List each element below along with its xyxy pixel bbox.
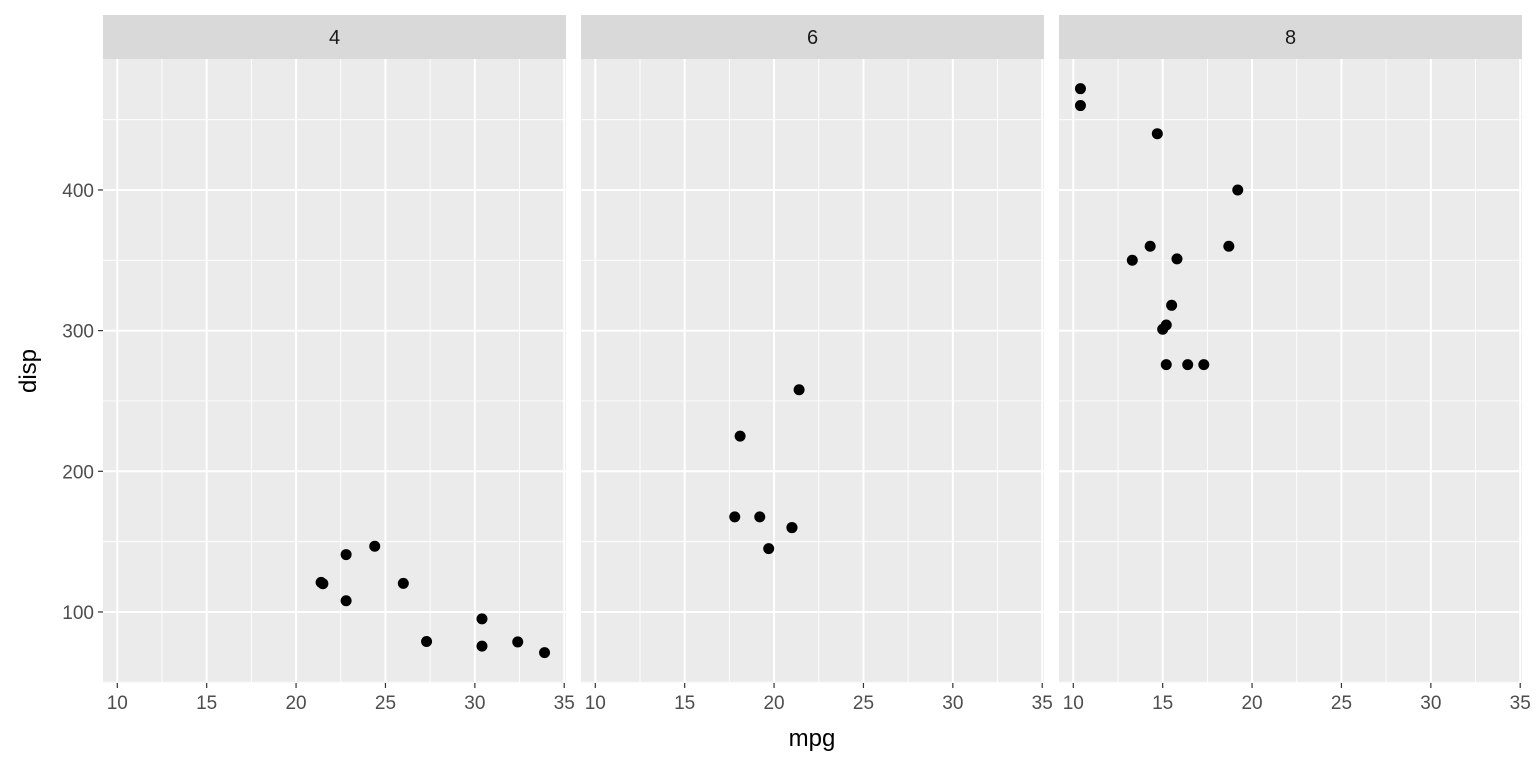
data-point (315, 576, 327, 588)
y-tick-label: 300 (62, 322, 94, 343)
data-point (1151, 128, 1163, 140)
x-tick-label: 20 (763, 693, 784, 714)
x-tick-label: 20 (1241, 693, 1262, 714)
x-tick-label: 25 (853, 693, 874, 714)
data-point (1144, 240, 1156, 252)
x-tick-label: 30 (942, 693, 963, 714)
panel-background (1059, 59, 1522, 683)
data-point (763, 543, 775, 555)
x-tick-label: 35 (554, 693, 575, 714)
data-point (1074, 100, 1086, 112)
y-tick-label: 100 (62, 603, 94, 624)
facet-panel-6: 6 10 15 20 25 30 35 (581, 15, 1053, 714)
x-tick-label: 10 (1063, 693, 1084, 714)
facet-strip-label: 6 (807, 27, 818, 49)
x-tick-label: 15 (196, 693, 217, 714)
facet-panel-8: 8 10 15 20 25 30 35 (1059, 15, 1531, 714)
data-point (1157, 323, 1169, 335)
data-point (1223, 240, 1235, 252)
data-point (1126, 254, 1138, 266)
panel-background (581, 59, 1044, 683)
data-point (539, 647, 551, 659)
data-point (1232, 184, 1244, 196)
x-tick-label: 35 (1510, 693, 1531, 714)
data-point (1182, 359, 1194, 371)
x-tick-label: 35 (1032, 693, 1053, 714)
y-tick-label: 200 (62, 462, 94, 483)
data-point (1171, 253, 1183, 265)
data-point (369, 540, 381, 552)
facet-strip-label: 4 (329, 27, 340, 49)
data-point (340, 549, 352, 561)
x-tick-label: 20 (285, 693, 306, 714)
data-point (1160, 359, 1172, 371)
facet-strip (581, 15, 1044, 59)
x-tick-label: 30 (464, 693, 485, 714)
x-tick-label: 15 (674, 693, 695, 714)
data-point (421, 636, 433, 648)
x-tick-label: 30 (1420, 693, 1441, 714)
x-tick-label: 15 (1152, 693, 1173, 714)
x-axis-title: mpg (789, 725, 836, 752)
data-point (340, 595, 352, 607)
facet-strip-label: 8 (1285, 27, 1296, 49)
panel-background (103, 59, 566, 683)
y-axis-title: disp (15, 349, 42, 393)
facet-strip (103, 15, 566, 59)
data-point (1074, 83, 1086, 95)
data-point (734, 430, 746, 442)
data-point (793, 384, 805, 396)
data-point (512, 636, 524, 648)
y-tick-label: 400 (62, 181, 94, 202)
data-point (476, 640, 488, 652)
data-point (397, 577, 409, 589)
data-point (729, 511, 741, 523)
x-tick-label: 25 (375, 693, 396, 714)
data-point (1198, 359, 1210, 371)
facet-strip (1059, 15, 1522, 59)
y-axis: 100 200 300 400 (62, 181, 103, 624)
data-point (754, 511, 766, 523)
x-tick-label: 10 (585, 693, 606, 714)
facet-panels: 4 10 15 20 25 30 35 6 10 15 20 25 30 35 8 10 15 20 25 30 35 (103, 15, 1531, 714)
x-tick-label: 10 (107, 693, 128, 714)
data-point (476, 613, 488, 625)
facet-panel-4: 4 10 15 20 25 30 35 (103, 15, 575, 714)
data-point (1166, 299, 1178, 311)
x-tick-label: 25 (1331, 693, 1352, 714)
data-point (786, 522, 798, 534)
